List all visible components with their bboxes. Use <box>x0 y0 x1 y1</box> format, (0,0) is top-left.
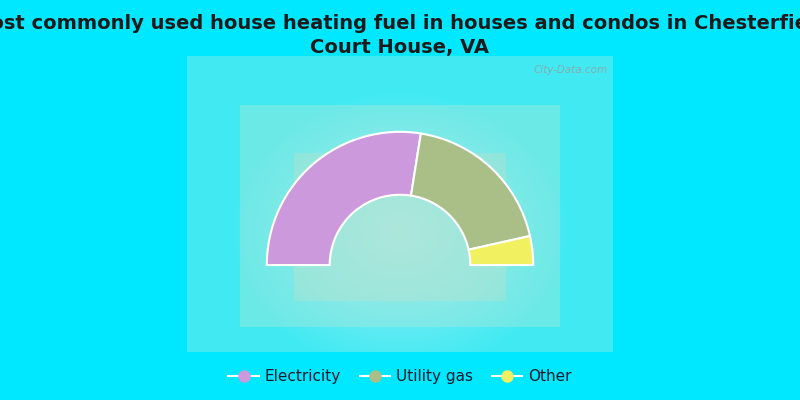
Text: Most commonly used house heating fuel in houses and condos in Chesterfield
Court: Most commonly used house heating fuel in… <box>0 14 800 56</box>
Wedge shape <box>267 132 421 265</box>
Text: City-Data.com: City-Data.com <box>533 65 607 75</box>
Wedge shape <box>469 236 534 265</box>
Bar <box>294 153 506 301</box>
Bar <box>241 104 559 326</box>
Legend: Electricity, Utility gas, Other: Electricity, Utility gas, Other <box>222 363 578 390</box>
Wedge shape <box>411 134 530 250</box>
